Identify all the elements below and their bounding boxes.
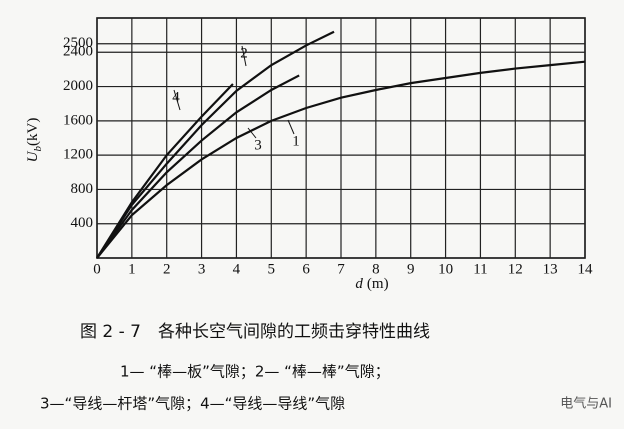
series-label: 2	[240, 45, 248, 61]
leader-line	[241, 45, 247, 67]
y-tick-label: 400	[71, 215, 94, 231]
x-label-unit: (m)	[367, 276, 389, 292]
x-tick-label: 3	[198, 261, 206, 277]
series-label: 3	[254, 137, 262, 153]
line-series	[96, 60, 586, 259]
x-tick-label: 6	[302, 261, 310, 277]
y-tick-label: 1200	[63, 147, 93, 163]
x-tick-label: 11	[473, 261, 487, 277]
y-tick-label: 2400	[63, 44, 93, 60]
x-tick-label: 7	[337, 261, 345, 277]
x-tick-label: 14	[578, 261, 594, 277]
x-tick-label: 9	[407, 261, 415, 277]
leader-line	[287, 119, 295, 135]
y-tick-label: 1600	[63, 112, 93, 128]
y-tick-label: 2000	[63, 78, 93, 94]
caption: 图 2 - 7 各种长空气间隙的工频击穿特性曲线	[80, 322, 430, 342]
x-tick-label: 12	[508, 261, 523, 277]
series-label: 1	[292, 133, 300, 149]
x-tick-label: 10	[438, 261, 453, 277]
line-series	[96, 83, 234, 259]
y-axis-label: Ub(kV)	[25, 118, 43, 163]
line-series	[96, 30, 335, 259]
y-label-unit: (kV)	[25, 118, 41, 146]
y-label-symbol: U	[25, 150, 41, 162]
y-label-subscript: b	[32, 145, 44, 151]
leader-line	[173, 89, 181, 111]
x-tick-label: 5	[268, 261, 276, 277]
x-tick-label: 13	[543, 261, 558, 277]
y-tick-label: 2500	[63, 35, 93, 51]
leader-line	[247, 127, 257, 139]
y-tick-label: 800	[71, 181, 94, 197]
x-tick-label: 1	[128, 261, 136, 277]
x-axis-label: d (m)	[355, 276, 388, 292]
x-tick-label: 4	[233, 261, 241, 277]
x-tick-label: 0	[93, 261, 101, 277]
x-tick-label: 8	[372, 261, 380, 277]
series-label: 4	[172, 89, 180, 105]
watermark: 电气与AI	[560, 396, 612, 412]
legend-line: 1— “棒—板”气隙；2— “棒—棒”气隙；	[120, 363, 390, 381]
x-tick-label: 2	[163, 261, 171, 277]
line-series	[96, 74, 300, 259]
legend-line: 3—“导线—杆塔”气隙；4—“导线—导线”气隙	[40, 395, 345, 413]
x-label-symbol: d	[355, 276, 363, 292]
